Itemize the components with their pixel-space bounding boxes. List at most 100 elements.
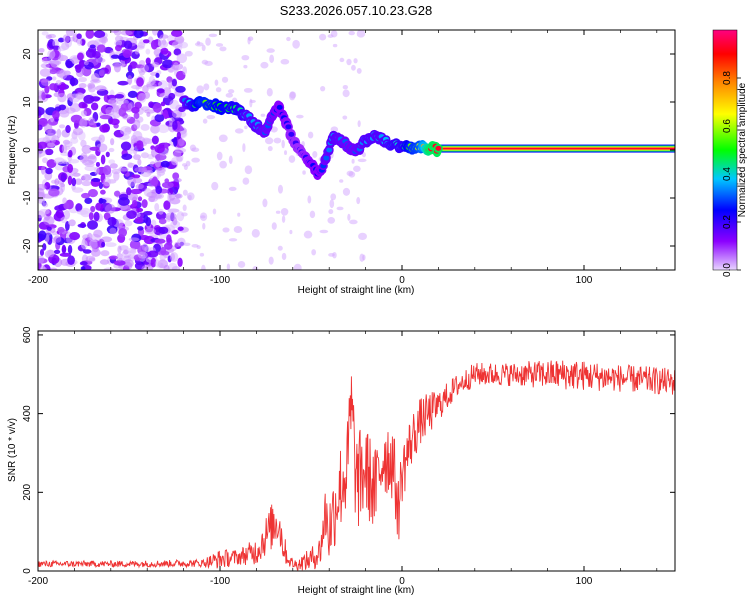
spectrogram-noise-blob (89, 146, 100, 151)
spectrogram-noise-blob (95, 161, 101, 167)
spectrogram-noise-blob (342, 89, 350, 98)
x-tick-label: -100 (210, 576, 230, 587)
spectrogram-noise-blob (163, 109, 169, 120)
spectrogram-noise-blob (330, 193, 337, 201)
spectrogram-noise-blob (234, 128, 244, 134)
spectrogram-noise-blob (302, 170, 306, 175)
spectrogram-noise-blob (65, 60, 73, 69)
spectrogram-noise-blob (289, 229, 293, 235)
spectrogram-noise-blob (102, 165, 112, 176)
spectrogram-noise-blob (158, 208, 164, 215)
spectrogram-noise-blob (228, 238, 238, 242)
spectrogram-noise-blob (361, 152, 366, 158)
spectrogram-noise-blob (55, 79, 62, 86)
spectrogram-noise-blob (96, 122, 101, 127)
spectrogram-noise-blob (266, 48, 275, 53)
spectrogram-noise-blob (51, 76, 57, 81)
spectrogram-noise-blob (244, 165, 253, 175)
spectrogram-noise-blob (277, 245, 283, 251)
spectrogram-noise-blob (160, 160, 170, 168)
spectrogram-noise-blob (98, 198, 107, 204)
spectrogram-noise-blob (151, 30, 159, 36)
colorbar-gradient (712, 29, 738, 271)
spectrogram-noise-blob (154, 203, 160, 212)
spectrogram-noise-blob (38, 191, 46, 199)
spectrogram-noise-blob (336, 206, 344, 211)
spectrogram-noise-blob (76, 33, 82, 40)
spectrogram-noise-blob (267, 145, 273, 152)
spectrogram-noise-blob (58, 53, 64, 62)
colorbar-label: Normalized spectral amplitude (737, 82, 748, 217)
x-tick-label: 0 (399, 576, 405, 587)
spectrogram-noise-blob (143, 109, 156, 114)
spectrogram-noise-blob (175, 85, 186, 93)
spectrogram-noise-blob (94, 166, 100, 175)
spectrogram-noise-blob (289, 91, 296, 101)
spectrogram-noise-blob (227, 89, 235, 94)
spectrogram-noise-blob (49, 69, 57, 75)
spectrogram-noise-blob (47, 249, 55, 258)
spectrogram-noise-blob (100, 250, 110, 257)
spectrogram-noise-blob (140, 124, 150, 131)
spectrogram-noise-blob (140, 64, 150, 73)
spectrogram-noise-blob (151, 135, 159, 145)
spectrogram-noise-blob (65, 125, 71, 134)
spectrogram-noise-blob (104, 242, 117, 248)
spectrogram-noise-blob (44, 84, 50, 94)
spectrogram-noise-blob (158, 80, 169, 89)
spectrogram-noise-blob (215, 87, 222, 93)
spectrogram-noise-blob (108, 147, 115, 153)
spectrogram-noise-blob (348, 30, 355, 36)
spectrogram-noise-blob (307, 195, 312, 204)
spectrogram-noise-blob (262, 198, 268, 208)
spectrogram-noise-blob (221, 76, 229, 83)
spectrogram-noise-blob (219, 160, 227, 169)
spectrogram-noise-blob (184, 50, 193, 57)
spectrogram-noise-blob (328, 209, 334, 215)
spectrogram-noise-blob (143, 91, 151, 99)
spectrogram-noise-blob (70, 57, 80, 64)
spectrogram-noise-blob (175, 193, 183, 199)
spectrogram-noise-blob (196, 40, 201, 45)
spectrogram-noise-blob (99, 124, 109, 133)
spectrogram-noise-blob (222, 227, 230, 233)
y-tick-label: -20 (22, 238, 33, 253)
spectrogram-noise-blob (40, 63, 50, 69)
spectrogram-noise-blob (181, 212, 188, 217)
spectrogram-noise-blob (109, 163, 118, 169)
colorbar-tick-label: 0.8 (722, 71, 733, 85)
spectrogram-noise-blob (187, 194, 192, 201)
spectrogram-noise-blob (346, 58, 352, 66)
spectrogram-noise-blob (123, 259, 134, 268)
spectrogram-noise-blob (141, 265, 149, 270)
spectrogram-noise-blob (117, 167, 129, 172)
spectrogram-noise-blob (85, 30, 95, 39)
spectrogram-noise-blob (362, 254, 366, 261)
spectrogram-noise-blob (171, 109, 182, 119)
spectrogram-noise-blob (74, 178, 83, 185)
spectrogram-noise-blob (161, 181, 174, 189)
spectrogram-noise-blob (57, 226, 65, 233)
spectrogram-noise-blob (38, 230, 47, 241)
spectrogram-noise-blob (137, 196, 143, 202)
snr-panel: -200 -100 0 100 0 200 400 600 Height of straigh… (7, 326, 676, 596)
spectrogram-noise-blob (79, 117, 88, 128)
spectrogram-noise-blob (172, 62, 179, 71)
x-tick-label: 0 (399, 275, 405, 286)
spectrogram-noise-blob (70, 114, 83, 124)
spectrogram-noise-blob (358, 232, 367, 241)
spectrogram-noise-blob (154, 259, 161, 268)
spectrogram-noise-blob (59, 69, 68, 80)
spectrogram-noise-blob (115, 44, 122, 52)
spectrogram-noise-blob (342, 115, 348, 120)
spectrogram-noise-blob (64, 141, 73, 148)
spectrogram-noise-blob (167, 208, 180, 213)
snr-ylabel: SNR (10 * v/v) (7, 418, 18, 482)
spectrogram-noise-blob (136, 77, 144, 87)
spectrogram-noise-blob (252, 266, 259, 270)
spectrogram-noise-blob (62, 197, 67, 205)
spectrogram-noise-blob (75, 64, 82, 73)
x-tick-label: -200 (28, 576, 48, 587)
spectrogram-noise-blob (72, 127, 84, 136)
spectrogram-noise-blob (145, 57, 151, 65)
